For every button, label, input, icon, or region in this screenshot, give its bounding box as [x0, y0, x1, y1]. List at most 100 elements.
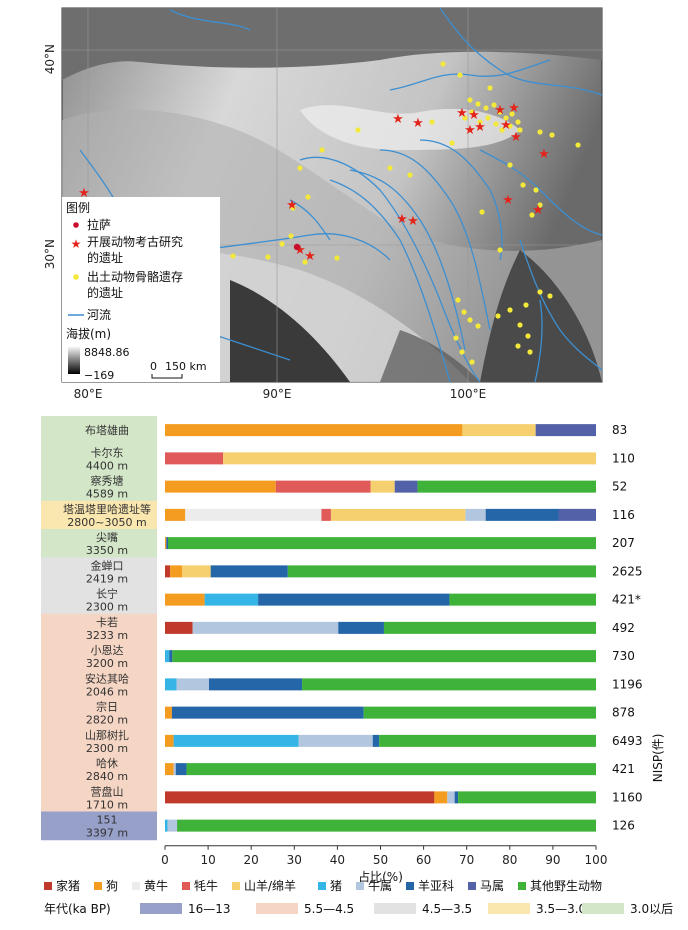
lon-label-90: 90°E — [263, 387, 292, 401]
svg-text:★: ★ — [500, 118, 512, 133]
site-name-label: 卡若 — [96, 616, 118, 629]
period-legend-label: 16—13 — [188, 902, 231, 916]
x-tick-label: 10 — [200, 853, 215, 867]
period-legend-title: 年代(ka BP) — [44, 902, 111, 916]
bar-segment — [166, 537, 169, 550]
svg-text:★: ★ — [407, 214, 419, 229]
bar-segment — [185, 508, 322, 521]
bar-segment — [208, 678, 303, 691]
period-band — [41, 585, 157, 615]
series-legend-label: 黄牛 — [144, 878, 168, 893]
lon-label-100: 100°E — [450, 387, 487, 401]
svg-text:★: ★ — [532, 203, 544, 218]
lhasa-legend-icon — [73, 222, 79, 228]
nisp-label: 126 — [612, 819, 635, 833]
bar-segment — [485, 508, 559, 521]
bar-segment — [165, 452, 224, 465]
bar-segment — [165, 819, 168, 832]
nisp-label: 207 — [612, 536, 635, 550]
series-legend-swatch — [182, 882, 190, 890]
bar-segment — [363, 706, 596, 719]
period-band — [41, 783, 157, 812]
site-elevation-label: 3200 m — [86, 657, 128, 670]
bar-segment — [417, 480, 596, 493]
period-band — [41, 726, 157, 756]
nisp-label: 6493 — [612, 734, 643, 748]
x-tick-label: 20 — [244, 853, 259, 867]
series-legend-swatch — [468, 882, 476, 890]
elevation-max: 8848.86 — [84, 346, 130, 359]
series-legend-label: 马属 — [480, 879, 504, 893]
map-panel: ★★ ★ ★ ★ ★ ★★★ ★★★ ★★★ ★ ★★ ★ 图例 拉萨 ★ 开展动物考古… — [43, 7, 603, 401]
bar-segment — [258, 593, 450, 606]
series-legend-swatch — [356, 882, 364, 890]
bar-segment — [165, 508, 186, 521]
elevation-min: −169 — [84, 369, 114, 382]
bar-segment — [298, 734, 373, 747]
series-legend-swatch — [318, 882, 326, 890]
bar-segment — [168, 537, 596, 550]
bar-segment — [172, 650, 596, 663]
bar-segment — [204, 593, 259, 606]
bar-segment — [223, 452, 596, 465]
svg-text:★: ★ — [494, 103, 506, 118]
legend-bones-2: 的遗址 — [87, 285, 123, 300]
bar-segment — [338, 621, 384, 634]
site-name-label: 山那树扎 — [85, 728, 129, 742]
period-legend-swatch — [582, 903, 624, 914]
bar-segment — [462, 424, 536, 437]
bar-segment — [177, 819, 596, 832]
bar-segment — [165, 593, 205, 606]
site-name-label: 小恩达 — [91, 644, 124, 657]
svg-text:★: ★ — [474, 120, 486, 135]
period-legend-swatch — [140, 903, 182, 914]
bar-segment — [383, 621, 596, 634]
nisp-label: 878 — [612, 706, 635, 720]
series-legend-label: 牦牛 — [194, 878, 218, 893]
legend-river: 河流 — [87, 308, 111, 322]
series-legend-label: 山羊/绵羊 — [244, 878, 296, 893]
elevation-ramp — [68, 346, 80, 374]
bar-segment — [175, 763, 187, 776]
x-tick-label: 100 — [585, 853, 608, 867]
bar-segment — [165, 621, 193, 634]
x-tick-label: 60 — [416, 853, 431, 867]
site-name-label: 察秀塘 — [91, 474, 124, 488]
bar-segment — [379, 734, 596, 747]
map-legend: 图例 拉萨 ★ 开展动物考古研究 的遗址 出土动物骨骼遗存 的遗址 河流 海拔(… — [62, 197, 220, 382]
period-band — [41, 670, 157, 699]
nisp-label: 1160 — [612, 790, 643, 804]
series-legend-label: 猪 — [330, 879, 342, 893]
nisp-label: 110 — [612, 451, 635, 465]
svg-text:★: ★ — [538, 147, 550, 162]
period-legend-label: 3.0以后 — [630, 902, 673, 916]
site-elevation-label: 1710 m — [86, 798, 128, 811]
bar-segment — [165, 734, 174, 747]
period-band — [41, 416, 157, 445]
period-legend-label: 3.5—3.0 — [536, 902, 586, 916]
bar-segment — [275, 480, 371, 493]
site-elevation-label: 2046 m — [86, 685, 128, 698]
bar-segment — [167, 819, 178, 832]
site-elevation-label: 3397 m — [86, 827, 128, 840]
lat-label-30: 30°N — [43, 239, 57, 269]
svg-text:★: ★ — [510, 130, 522, 145]
bar-segment — [192, 621, 339, 634]
site-elevation-label: 2300 m — [86, 742, 128, 755]
site-name-label: 尖嘴 — [96, 531, 118, 544]
x-tick-label: 40 — [330, 853, 345, 867]
svg-text:★: ★ — [294, 243, 306, 258]
bar-segment — [165, 480, 276, 493]
period-legend-swatch — [256, 903, 298, 914]
period-band — [41, 529, 157, 558]
bar-segment — [458, 791, 596, 804]
nisp-label: 116 — [612, 508, 635, 522]
series-legend-swatch — [232, 882, 240, 890]
svg-text:★: ★ — [396, 212, 408, 227]
lon-label-80: 80°E — [74, 387, 103, 401]
legend-title: 图例 — [66, 201, 90, 215]
series-legend-swatch — [132, 882, 140, 890]
svg-text:★: ★ — [304, 249, 316, 264]
period-band — [41, 500, 157, 530]
